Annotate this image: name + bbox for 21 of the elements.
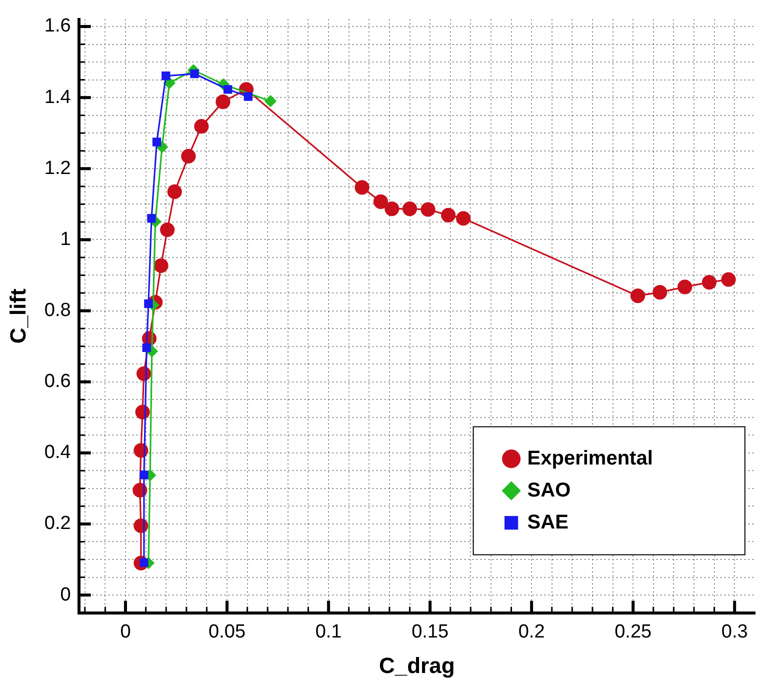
y-axis-title: C_lift — [5, 288, 30, 344]
x-tick-label: 0.05 — [208, 621, 246, 642]
x-axis-title: C_drag — [378, 652, 455, 678]
y-tick-label: 1.4 — [44, 86, 72, 108]
y-tick-label: 1.2 — [44, 158, 71, 179]
y-tick-label: 1.6 — [44, 16, 71, 37]
x-tick-label: 0.25 — [614, 621, 652, 642]
x-tick-label: 0.2 — [518, 621, 545, 642]
x-tick-label: 0.1 — [315, 621, 342, 642]
y-tick-label: 1 — [60, 228, 71, 250]
y-tick-label: 0.4 — [44, 442, 72, 464]
y-tick-label: 0.6 — [44, 371, 71, 392]
y-tick-label: 0.8 — [44, 300, 71, 322]
legend-label: SAE — [527, 511, 568, 534]
y-tick-label: 0.2 — [44, 513, 71, 534]
legend-label: SAO — [527, 479, 571, 502]
legend-label: Experimental — [527, 447, 653, 470]
x-tick-label: 0.3 — [721, 621, 748, 642]
y-tick-label: 0 — [60, 584, 71, 606]
x-tick-label: 0 — [120, 621, 131, 642]
x-tick-label: 0.15 — [412, 621, 449, 642]
